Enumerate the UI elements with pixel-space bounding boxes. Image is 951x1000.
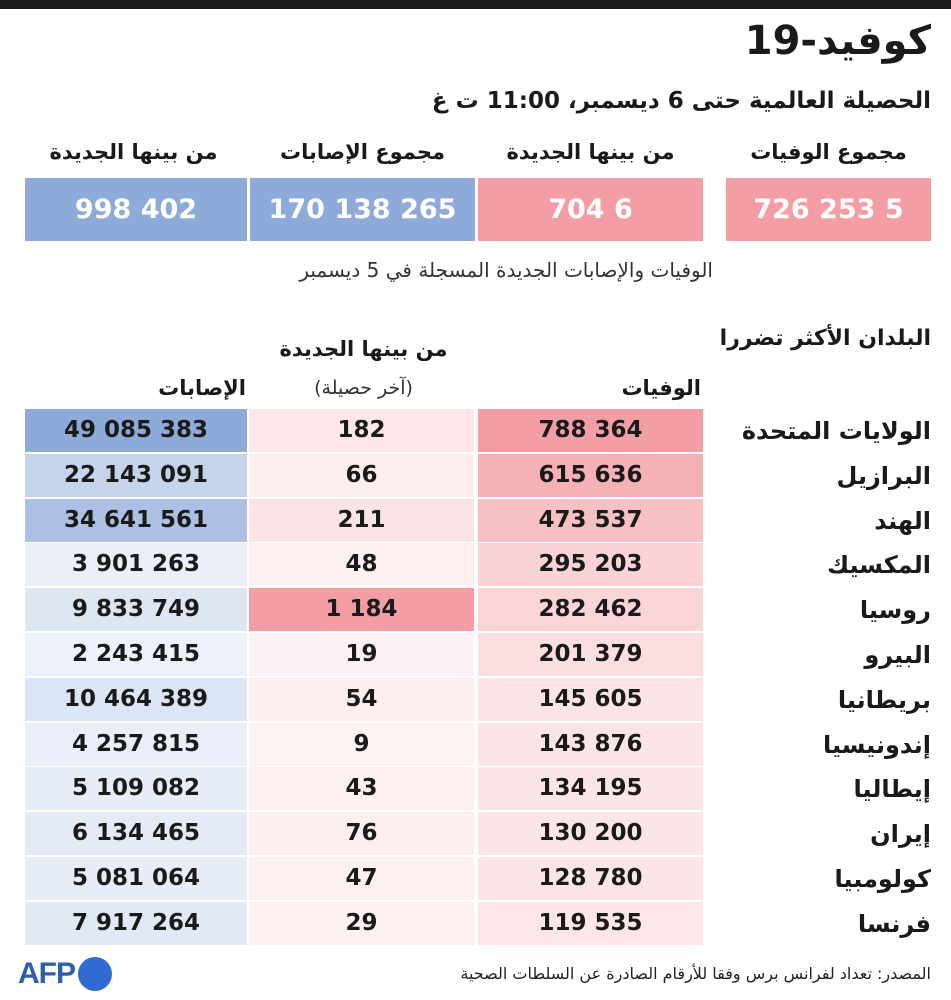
cases-cell: 4 257 815 xyxy=(25,722,247,766)
new-cases-cell: 66 xyxy=(249,453,474,497)
source-note: المصدر: تعداد لفرانس برس وفقا للأرقام ال… xyxy=(460,964,931,983)
country-name: فرنسا xyxy=(857,909,931,938)
country-name: البيرو xyxy=(864,641,931,669)
country-name: الهند xyxy=(874,506,931,535)
new-cases-cell: 43 xyxy=(249,767,474,811)
country-name: روسيا xyxy=(859,596,931,625)
column-subheader-new: (آخر حصيلة) xyxy=(314,377,413,399)
new-cases-cell: 76 xyxy=(249,812,474,856)
deaths-cell: 128 780 xyxy=(478,857,703,900)
deaths-cell: 201 379 xyxy=(478,633,703,676)
cases-cell: 49 085 383 xyxy=(25,409,247,452)
afp-logo-text: AFP xyxy=(18,957,76,990)
deaths-cell: 615 636 xyxy=(478,453,703,497)
country-name: البرازيل xyxy=(836,461,931,490)
deaths-cell: 788 364 xyxy=(478,409,703,452)
top-bar xyxy=(0,0,951,9)
global-new-cases-label: من بينها الجديدة xyxy=(49,140,218,164)
new-cases-cell: 1 184 xyxy=(249,588,474,632)
new-cases-cell: 211 xyxy=(249,498,474,542)
cases-cell: 6 134 465 xyxy=(25,812,247,856)
global-total-cases-label: مجموع الإصابات xyxy=(280,140,445,164)
column-header-deaths: الوفيات xyxy=(621,376,701,400)
cases-cell: 9 833 749 xyxy=(25,588,247,632)
cases-cell: 22 143 091 xyxy=(25,453,247,497)
new-cases-cell: 29 xyxy=(249,901,474,945)
new-cases-cell: 9 xyxy=(249,722,474,766)
cases-cell: 3 901 263 xyxy=(25,543,247,587)
cases-cell: 5 109 082 xyxy=(25,767,247,811)
new-cases-cell: 182 xyxy=(249,409,474,452)
global-total-cases-value: 265 138 170 xyxy=(250,178,475,241)
global-total-deaths-value: 5 253 726 xyxy=(726,178,931,241)
country-name: إندونيسيا xyxy=(822,730,931,759)
cases-cell: 10 464 389 xyxy=(25,677,247,721)
deaths-cell: 282 462 xyxy=(478,588,703,632)
column-header-cases: الإصابات xyxy=(158,376,246,400)
deaths-cell: 145 605 xyxy=(478,677,703,721)
country-name: المكسيك xyxy=(827,551,931,580)
deaths-cell: 473 537 xyxy=(478,498,703,542)
page-title: كوفيد-19 xyxy=(744,18,931,64)
deaths-cell: 295 203 xyxy=(478,543,703,587)
deaths-cell: 143 876 xyxy=(478,722,703,766)
page-subtitle: الحصيلة العالمية حتى 6 ديسمبر، 11:00 ت غ xyxy=(431,88,931,114)
new-cases-cell: 54 xyxy=(249,677,474,721)
new-cases-cell: 47 xyxy=(249,857,474,900)
column-header-new: من بينها الجديدة xyxy=(279,337,448,361)
global-new-deaths-label: من بينها الجديدة xyxy=(506,140,675,164)
afp-logo-dot xyxy=(78,957,112,991)
cases-cell: 2 243 415 xyxy=(25,633,247,676)
country-name: الولايات المتحدة xyxy=(741,417,931,445)
new-cases-cell: 19 xyxy=(249,633,474,676)
country-name: إيران xyxy=(870,820,931,849)
deaths-cell: 134 195 xyxy=(478,767,703,811)
global-new-cases-value: 402 998 xyxy=(25,178,247,241)
global-total-deaths-label: مجموع الوفيات xyxy=(750,140,907,164)
new-cases-cell: 48 xyxy=(249,543,474,587)
cases-cell: 5 081 064 xyxy=(25,857,247,900)
deaths-cell: 119 535 xyxy=(478,901,703,945)
table-title: البلدان الأكثر تضررا xyxy=(719,326,931,351)
country-name: إيطاليا xyxy=(853,775,931,804)
country-name: بريطانيا xyxy=(837,685,931,714)
global-new-deaths-value: 6 704 xyxy=(478,178,703,241)
deaths-cell: 130 200 xyxy=(478,812,703,856)
country-name: كولومبيا xyxy=(834,865,931,893)
cases-cell: 34 641 561 xyxy=(25,498,247,542)
cases-cell: 7 917 264 xyxy=(25,901,247,945)
afp-logo: AFP xyxy=(18,955,112,993)
global-note: الوفيات والإصابات الجديدة المسجلة في 5 د… xyxy=(299,258,713,282)
